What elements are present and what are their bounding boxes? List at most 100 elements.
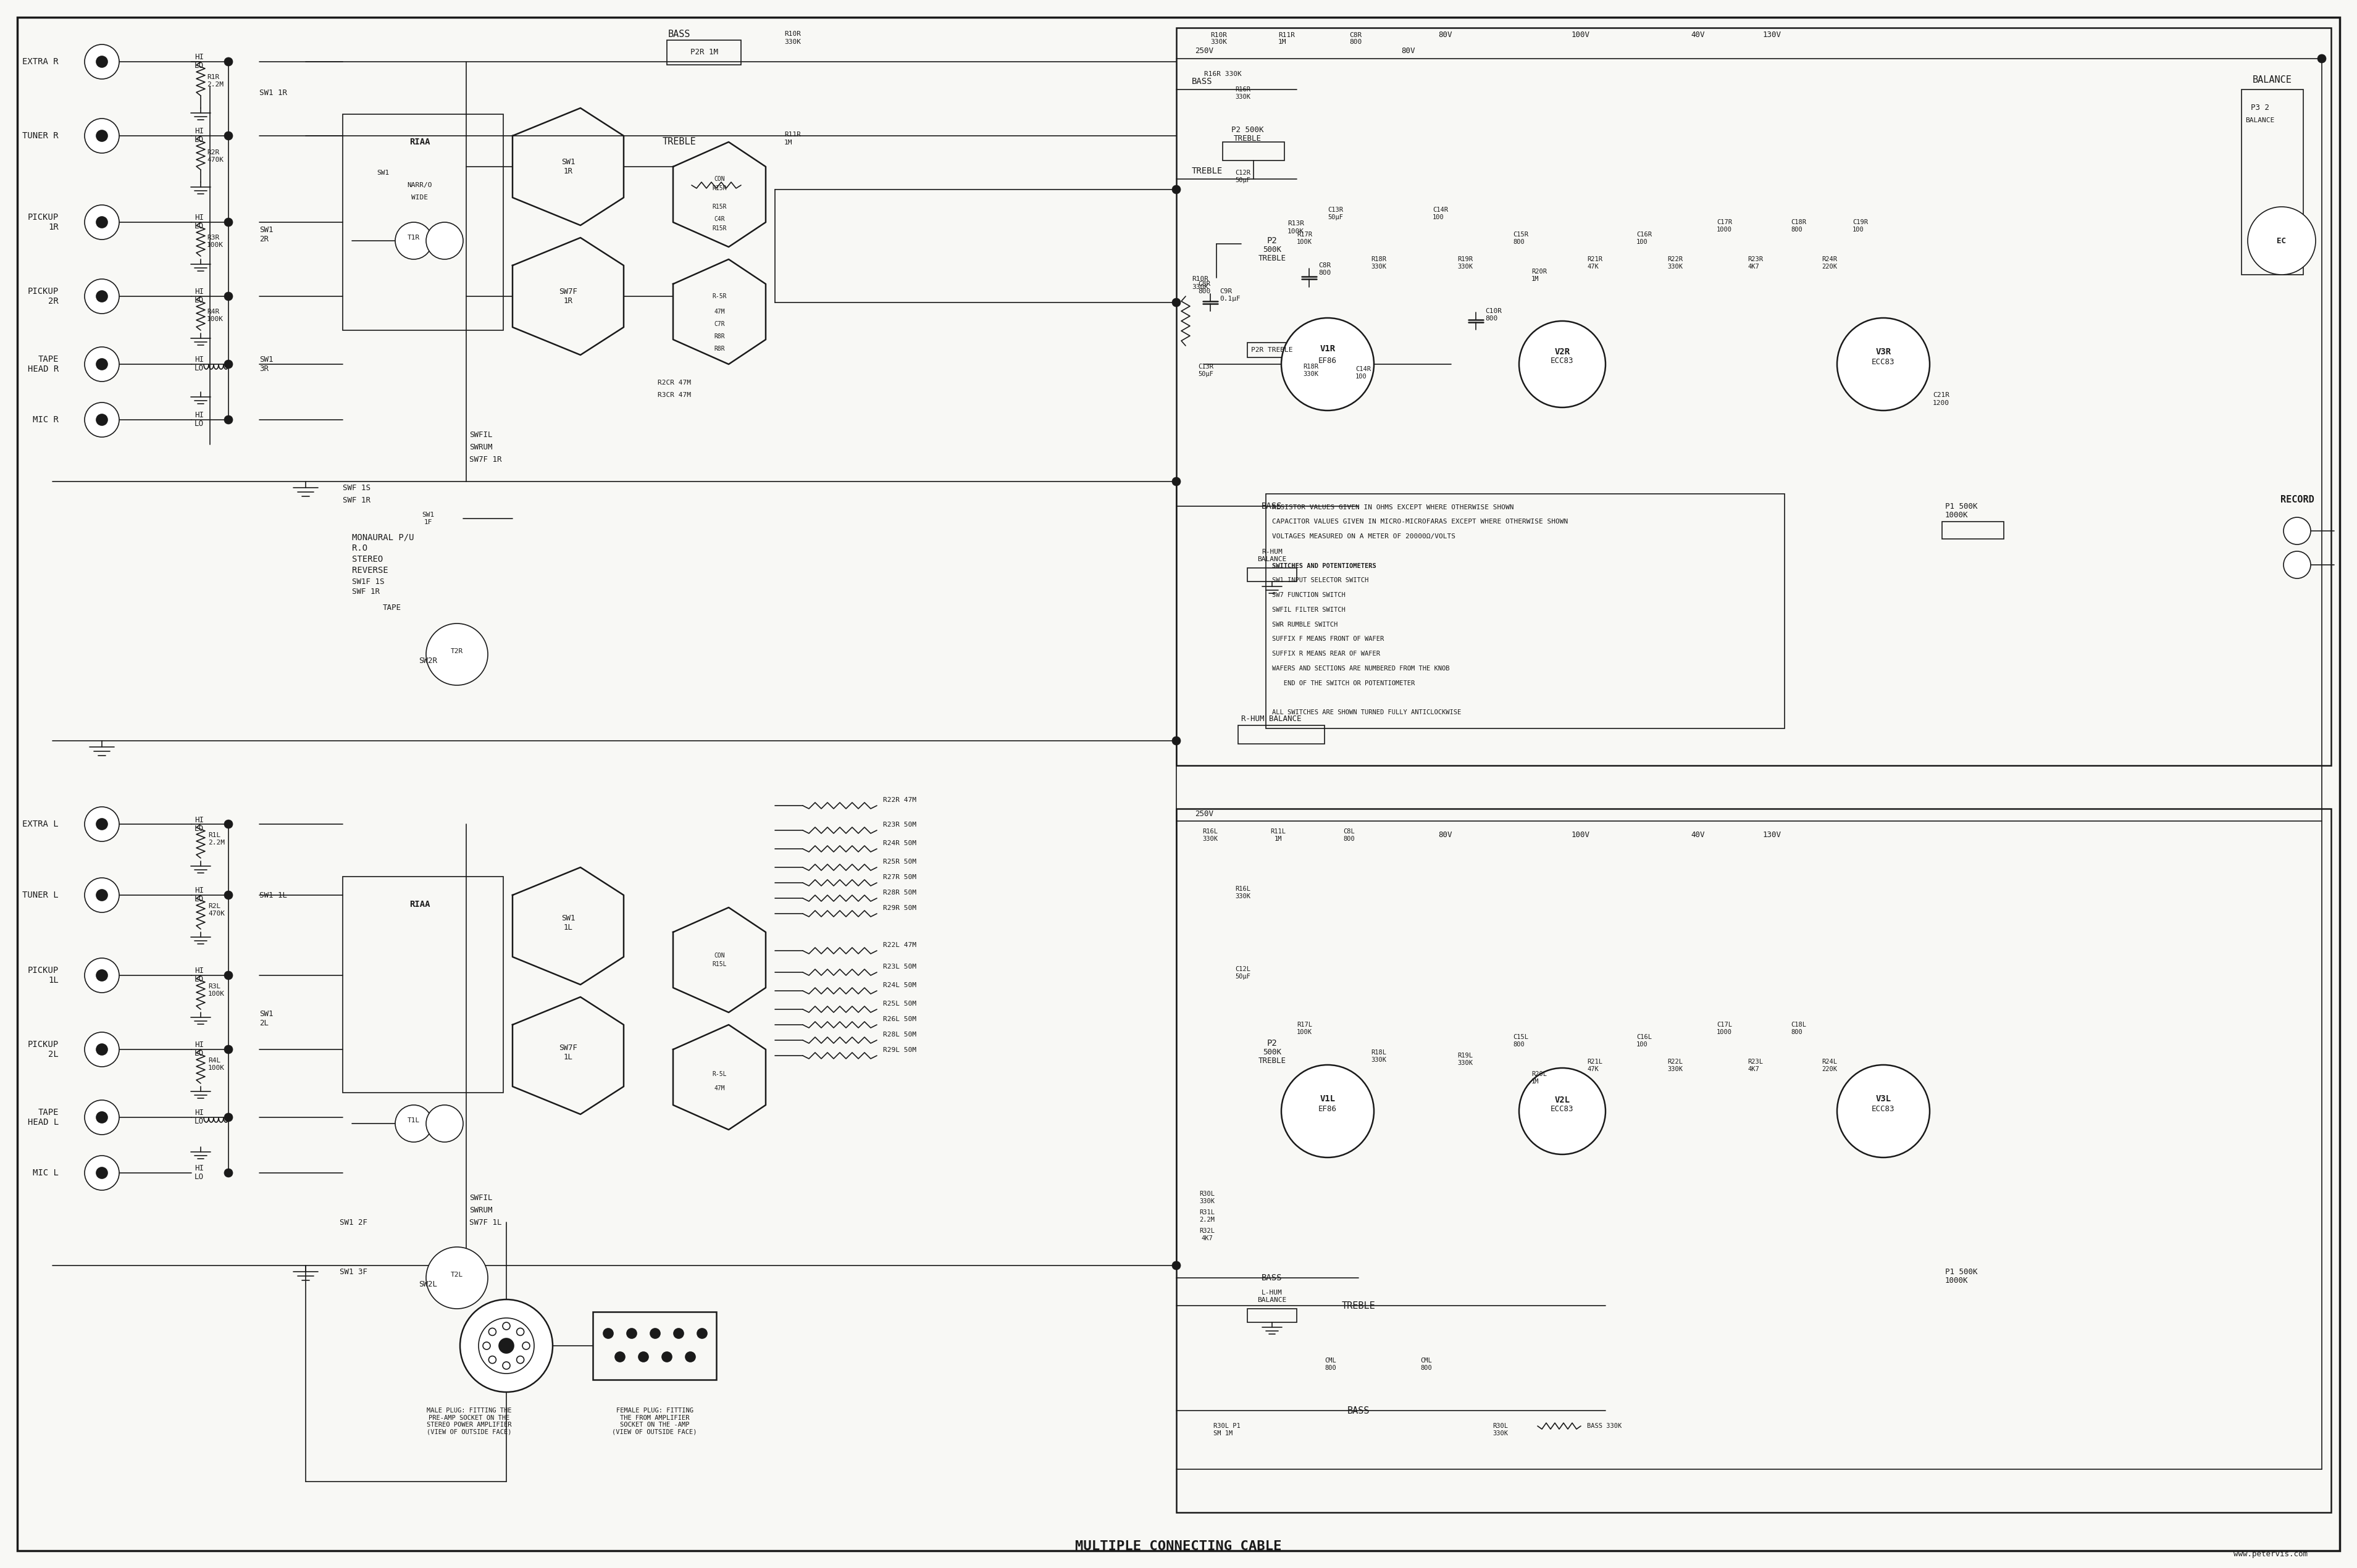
Circle shape	[224, 891, 233, 900]
Text: 220K: 220K	[1822, 263, 1836, 270]
Text: TUNER R: TUNER R	[24, 132, 59, 140]
Text: P3 2: P3 2	[2251, 103, 2270, 111]
Text: SWRUM: SWRUM	[469, 444, 493, 452]
Circle shape	[85, 403, 120, 437]
Text: SW2L: SW2L	[420, 1279, 436, 1287]
Text: BASS: BASS	[1261, 1273, 1282, 1283]
Text: 330K: 330K	[1666, 1066, 1683, 1073]
Text: PICKUP
1L: PICKUP 1L	[28, 966, 59, 985]
Circle shape	[226, 220, 231, 226]
Text: SW1 2F: SW1 2F	[339, 1218, 368, 1226]
Text: SWFIL: SWFIL	[469, 431, 493, 439]
Text: BASS: BASS	[667, 30, 691, 39]
Text: C16L: C16L	[1636, 1033, 1652, 1040]
Text: 330K: 330K	[1492, 1430, 1508, 1436]
Circle shape	[97, 130, 108, 141]
Text: SUFFIX R MEANS REAR OF WAFER: SUFFIX R MEANS REAR OF WAFER	[1273, 651, 1381, 657]
Text: C15L: C15L	[1513, 1033, 1527, 1040]
Text: R24R 50M: R24R 50M	[884, 840, 917, 847]
Text: R23R 50M: R23R 50M	[884, 822, 917, 828]
Bar	[1247, 568, 1296, 582]
Text: R-HUM BALANCE: R-HUM BALANCE	[1242, 715, 1301, 723]
Text: 1M: 1M	[1532, 1079, 1539, 1085]
Text: R1L: R1L	[207, 833, 222, 839]
Circle shape	[1836, 318, 1930, 411]
Circle shape	[427, 1247, 488, 1309]
Text: 80V: 80V	[1400, 47, 1414, 55]
Circle shape	[224, 132, 233, 140]
Text: P2 500K: P2 500K	[1230, 125, 1263, 133]
Text: TREBLE: TREBLE	[662, 138, 695, 147]
Text: 800: 800	[1791, 1029, 1803, 1035]
Text: C13R
50µF: C13R 50µF	[1197, 364, 1214, 376]
Text: 47K: 47K	[1586, 263, 1598, 270]
Circle shape	[85, 119, 120, 154]
Text: C13R: C13R	[1327, 207, 1343, 213]
Text: VOLTAGES MEASURED ON A METER OF 20000Ω/VOLTS: VOLTAGES MEASURED ON A METER OF 20000Ω/V…	[1273, 533, 1457, 539]
Text: R4L: R4L	[207, 1057, 222, 1063]
Text: 1M: 1M	[1277, 39, 1287, 45]
Bar	[1266, 494, 1784, 729]
Text: T1L: T1L	[408, 1118, 420, 1124]
Text: RIAA: RIAA	[410, 900, 431, 909]
Text: P2R TREBLE: P2R TREBLE	[1252, 347, 1294, 353]
Text: R22L 47M: R22L 47M	[884, 942, 917, 949]
Text: RESISTOR VALUES GIVEN IN OHMS EXCEPT WHERE OTHERWISE SHOWN: RESISTOR VALUES GIVEN IN OHMS EXCEPT WHE…	[1273, 505, 1513, 510]
Circle shape	[226, 133, 231, 140]
Text: R11R: R11R	[785, 132, 801, 138]
Circle shape	[427, 223, 462, 259]
Circle shape	[224, 292, 233, 301]
Text: 50µF: 50µF	[1327, 215, 1343, 221]
Text: 330K: 330K	[1666, 263, 1683, 270]
Text: BALANCE: BALANCE	[2246, 118, 2275, 124]
Text: SWF 1R: SWF 1R	[351, 588, 379, 596]
Text: 100: 100	[1636, 1041, 1648, 1047]
Text: FEMALE PLUG: FITTING
THE FROM AMPLIFIER
SOCKET ON THE -AMP
(VIEW OF OUTSIDE FACE: FEMALE PLUG: FITTING THE FROM AMPLIFIER …	[613, 1408, 698, 1435]
Text: LO: LO	[196, 825, 203, 833]
Text: HI: HI	[196, 887, 203, 895]
Circle shape	[224, 1046, 233, 1054]
Text: R16L: R16L	[1235, 886, 1252, 892]
Text: HI: HI	[196, 815, 203, 823]
Text: R-HUM
BALANCE: R-HUM BALANCE	[1259, 549, 1287, 563]
Text: R16L
330K: R16L 330K	[1202, 828, 1219, 842]
Text: C7R: C7R	[714, 321, 726, 328]
Text: SWFIL: SWFIL	[469, 1193, 493, 1201]
Text: HI: HI	[196, 53, 203, 61]
Circle shape	[502, 1363, 509, 1369]
Text: 100V: 100V	[1572, 831, 1591, 839]
Circle shape	[97, 1044, 108, 1055]
Text: PICKUP
2R: PICKUP 2R	[28, 287, 59, 306]
Text: R19L: R19L	[1457, 1052, 1473, 1058]
Circle shape	[85, 1156, 120, 1190]
Text: 1000: 1000	[1716, 1029, 1732, 1035]
Text: PICKUP
2L: PICKUP 2L	[28, 1040, 59, 1058]
Circle shape	[85, 44, 120, 78]
Text: EF86: EF86	[1318, 1105, 1336, 1113]
Circle shape	[85, 958, 120, 993]
Circle shape	[2284, 552, 2310, 579]
Text: LO: LO	[196, 895, 203, 903]
Text: R13R: R13R	[1287, 221, 1303, 226]
Text: TREBLE: TREBLE	[1259, 1057, 1287, 1065]
Text: STEREO: STEREO	[351, 555, 382, 563]
Text: 47M: 47M	[714, 1085, 726, 1091]
Circle shape	[97, 889, 108, 900]
Circle shape	[97, 818, 108, 829]
Text: R18L: R18L	[1372, 1049, 1386, 1055]
Text: 1200: 1200	[1933, 400, 1949, 406]
Circle shape	[224, 820, 233, 828]
Text: R28L 50M: R28L 50M	[884, 1032, 917, 1038]
Text: 0.1µF: 0.1µF	[1219, 296, 1240, 303]
Text: 250V: 250V	[1195, 809, 1214, 817]
Text: ECC83: ECC83	[1551, 358, 1574, 365]
Text: 100K: 100K	[1287, 229, 1303, 235]
Circle shape	[1518, 321, 1605, 408]
Text: BASS 330K: BASS 330K	[1586, 1422, 1622, 1428]
Text: LO: LO	[196, 223, 203, 230]
Text: C10R: C10R	[1485, 307, 1501, 314]
Text: LO: LO	[196, 1118, 203, 1126]
Text: R16R 330K: R16R 330K	[1204, 71, 1242, 77]
Text: 330K: 330K	[1235, 894, 1252, 900]
Circle shape	[224, 416, 233, 423]
